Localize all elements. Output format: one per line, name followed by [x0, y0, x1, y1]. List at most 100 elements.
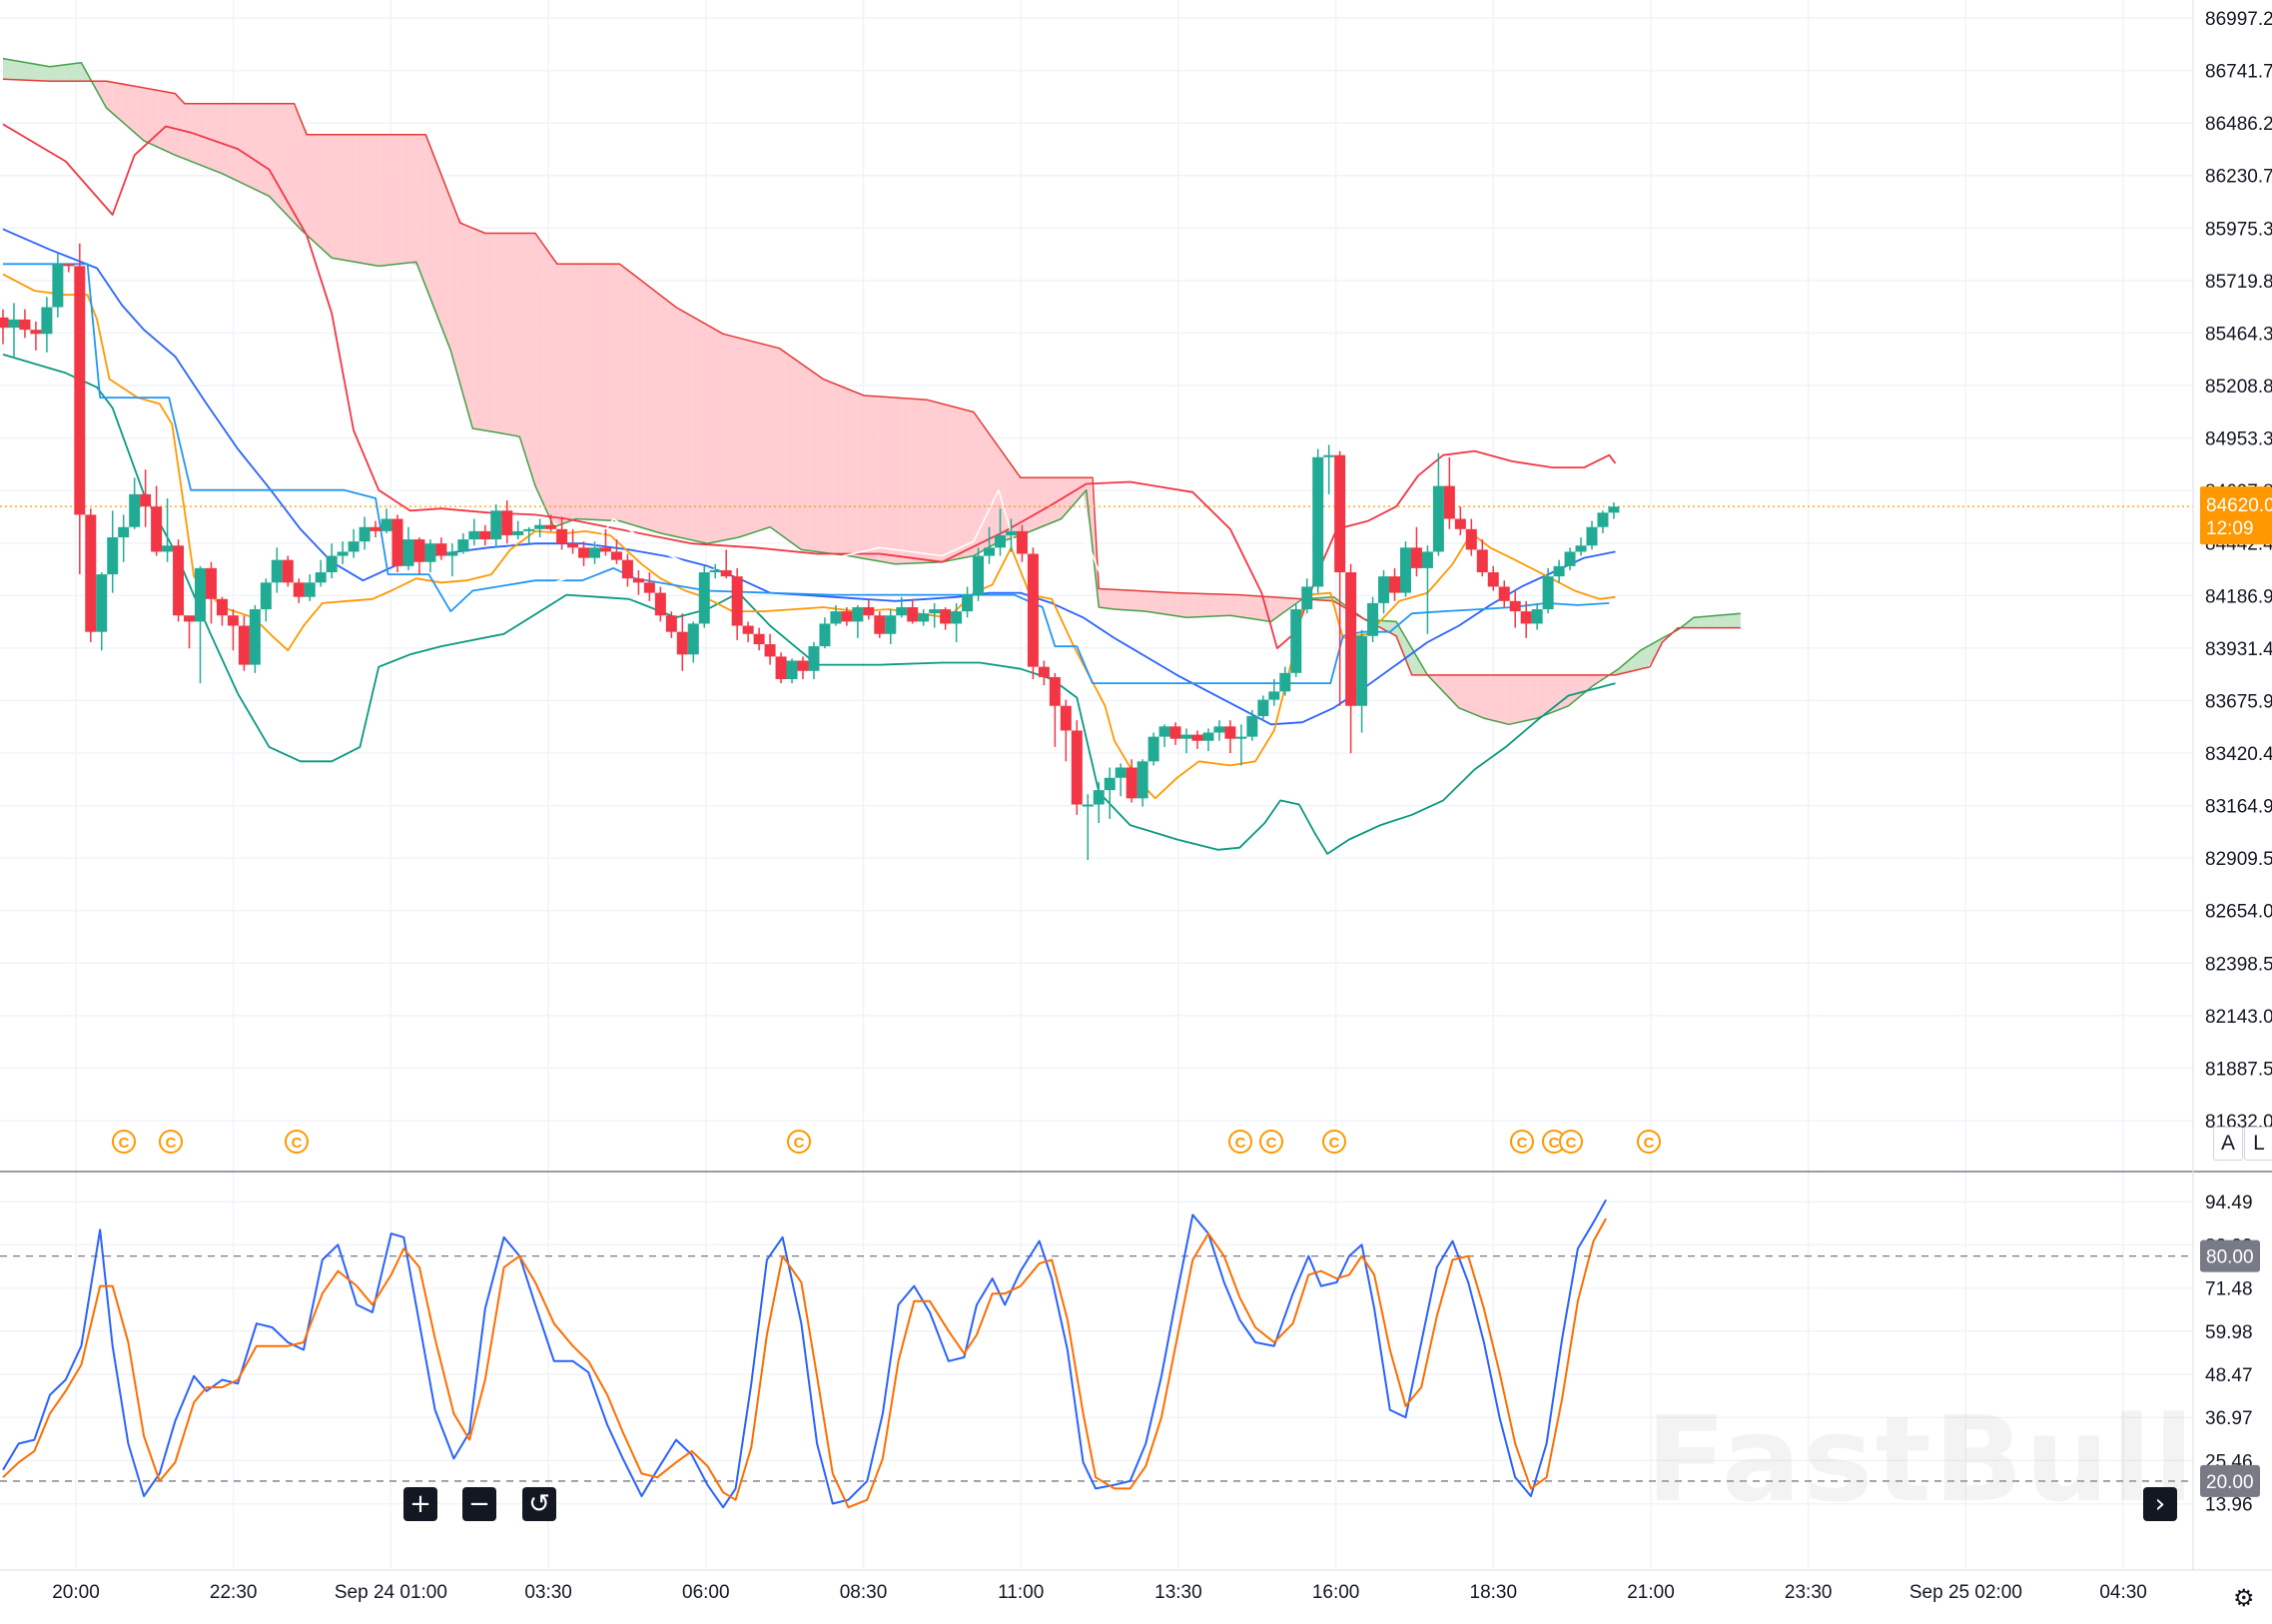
candle-body	[1126, 767, 1137, 799]
candle	[468, 518, 480, 546]
cloud-segment	[950, 406, 959, 561]
cloud-segment	[1145, 590, 1154, 613]
time-axis-label: 23:30	[1785, 1582, 1833, 1603]
cloud-segment	[864, 396, 872, 560]
candle	[1082, 794, 1094, 861]
coin-icon-glyph: C	[1329, 1135, 1340, 1152]
candle	[304, 574, 316, 601]
cloud-segment	[1231, 594, 1240, 617]
candle-body	[195, 567, 207, 622]
candle-body	[1378, 576, 1390, 603]
cloud-segment	[1411, 648, 1420, 675]
price-axis-label: 85208.8	[2205, 377, 2272, 398]
coin-icon-ring	[112, 1130, 136, 1154]
candle-body	[96, 574, 108, 632]
cloud-segment	[636, 277, 645, 529]
cloud-segment	[1036, 477, 1045, 529]
zoom-in-button[interactable]: +	[403, 1487, 437, 1521]
candle	[1410, 526, 1422, 577]
time-axis-label: 08:30	[840, 1582, 888, 1603]
ichimoku-cloud	[2, 57, 1741, 726]
time-axis-label: 03:30	[524, 1582, 572, 1603]
candle-body	[1410, 547, 1422, 568]
candle	[984, 526, 996, 564]
cloud-segment	[433, 154, 441, 327]
candle-body	[370, 526, 381, 531]
cloud-segment	[903, 398, 912, 564]
candle	[1136, 759, 1148, 807]
cloud-segment	[409, 134, 418, 267]
cloud-span-b-line	[2, 78, 1741, 676]
candle	[1049, 672, 1061, 747]
candle	[1597, 510, 1609, 533]
candle	[1367, 596, 1379, 642]
candle-body	[85, 514, 97, 632]
cloud-segment	[1435, 674, 1444, 692]
stochastic-axis-label: 71.48	[2205, 1279, 2253, 1300]
cloud-segment	[440, 174, 449, 347]
cloud-segment	[534, 233, 543, 503]
level-badge-value: 20.00	[2206, 1472, 2254, 1493]
reset-chart-button[interactable]: ↺	[522, 1487, 556, 1521]
candle-body	[1509, 600, 1521, 612]
auto-scale-button[interactable]: A	[2213, 1127, 2243, 1161]
candle	[1542, 567, 1554, 614]
cloud-segment	[456, 215, 465, 402]
candle-body	[654, 592, 666, 616]
candle	[1279, 666, 1291, 696]
candle	[249, 604, 261, 673]
candle	[1257, 695, 1269, 721]
candle	[63, 264, 75, 273]
candle-body	[1136, 761, 1148, 799]
cloud-segment	[621, 265, 629, 524]
scroll-right-button[interactable]: ›	[2143, 1487, 2177, 1521]
candle-body	[1531, 609, 1543, 624]
zoom-out-button[interactable]: −	[462, 1487, 496, 1521]
cloud-segment	[801, 364, 810, 551]
candle-body	[8, 319, 20, 329]
candle	[402, 526, 414, 570]
stochastic-axis-label: 59.98	[2205, 1322, 2253, 1343]
stochastic-axis-label: 36.97	[2205, 1408, 2253, 1429]
candle-body	[1235, 736, 1247, 739]
candle-body	[1246, 716, 1258, 737]
candle	[687, 621, 699, 663]
cloud-segment	[214, 103, 223, 174]
coin-icon-glyph: C	[1517, 1135, 1528, 1152]
stochastic-axis-label: 48.47	[2205, 1365, 2253, 1386]
candle-body	[1520, 611, 1532, 624]
price-axis: 86997.2 86741.7 86486.2 86230.7 85975.3 85719…	[2205, 9, 2272, 1133]
cloud-segment	[1513, 674, 1522, 724]
candle	[1115, 763, 1127, 797]
candle	[1202, 728, 1214, 752]
cloud-segment	[1099, 588, 1108, 609]
cloud-segment	[1044, 477, 1053, 526]
cloud-segment	[926, 400, 935, 563]
cloud-segment	[738, 338, 747, 538]
candle-body	[1257, 699, 1269, 717]
candle-body	[907, 606, 919, 622]
candle-body	[1060, 705, 1072, 731]
settings-icon[interactable]: ⚙	[2233, 1584, 2255, 1612]
grid-lines	[0, 0, 2193, 1568]
log-scale-button[interactable]: L	[2244, 1127, 2272, 1161]
candle	[315, 559, 327, 587]
cloud-span-a-line	[2, 57, 1741, 726]
cloud-segment	[1107, 588, 1115, 610]
candle-body	[1038, 666, 1050, 677]
candle-body	[512, 530, 524, 535]
cloud-segment	[824, 380, 833, 554]
time-axis: 20:00 22:30 Sep 24 01:00 03:30 06:00 08:30 11:…	[52, 1582, 2147, 1603]
cloud-segment	[832, 383, 841, 555]
candle	[1487, 565, 1499, 591]
candle-body	[162, 545, 174, 552]
candle-body	[1169, 726, 1181, 739]
cloud-segment	[1584, 674, 1593, 693]
price-axis-label: 85975.3	[2205, 219, 2272, 240]
cloud-segment	[401, 134, 410, 264]
cloud-segment	[3, 58, 11, 80]
cloud-segment	[1717, 614, 1726, 628]
price-axis-label: 86486.2	[2205, 114, 2272, 135]
